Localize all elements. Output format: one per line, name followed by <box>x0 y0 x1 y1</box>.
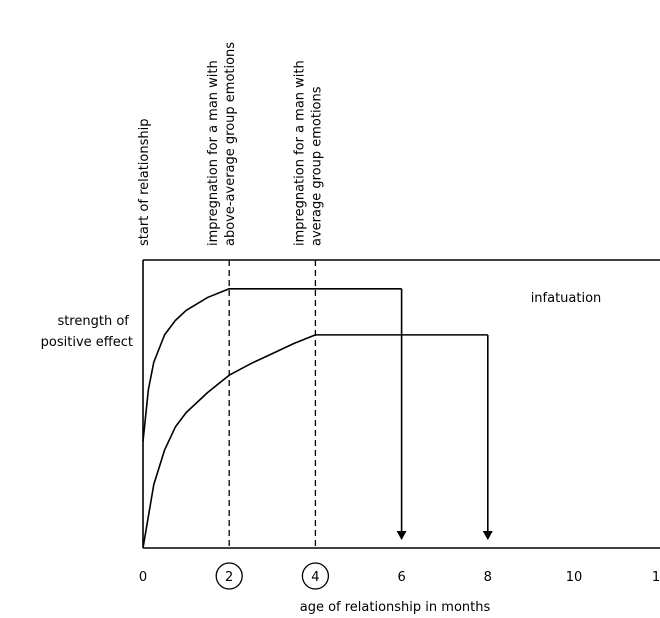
x-tick-label-8: 8 <box>484 570 492 585</box>
x-axis-label: age of relationship in months <box>300 600 491 615</box>
series-curve-1 <box>142 334 488 549</box>
x-tick-label-6: 6 <box>397 570 405 585</box>
x-tick-label-10: 10 <box>566 570 583 585</box>
series-curve-0 <box>142 288 402 442</box>
marker-label-1-0: impregnation for a man with <box>206 60 221 246</box>
y-axis-label-line-2: positive effect <box>41 335 133 350</box>
y-axis-label-line-1: strength of <box>57 314 129 329</box>
x-tick-label-4: 4 <box>311 570 319 585</box>
marker-label-2-1: average group emotions <box>309 86 324 246</box>
region-label-infatuation: infatuation <box>531 291 602 306</box>
marker-label-2-0: impregnation for a man with <box>292 60 307 246</box>
marker-label-1-1: above-average group emotions <box>223 42 238 246</box>
tick-circle-2 <box>215 562 243 590</box>
x-tick-label-0: 0 <box>139 570 147 585</box>
x-tick-label-12: 12 <box>652 570 660 585</box>
y-axis-label: strength of positive effect <box>41 314 133 350</box>
tick-circle-4 <box>301 562 330 590</box>
x-tick-label-2: 2 <box>225 570 233 585</box>
marker-label-0-0: start of relationship <box>137 119 152 247</box>
